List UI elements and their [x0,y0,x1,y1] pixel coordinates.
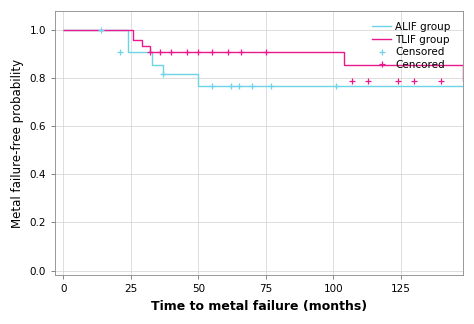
Point [248,83,256,88]
Point [208,49,216,54]
Point [262,49,270,54]
Point [438,78,445,83]
Point [267,83,275,88]
Point [167,49,175,54]
Point [332,83,340,88]
Point [394,78,402,83]
Point [146,49,154,54]
Point [157,49,164,54]
Point [208,83,216,88]
Point [365,78,372,83]
Point [237,49,245,54]
Point [97,28,105,33]
Point [224,49,232,54]
Legend: ALIF group, TLIF group, Censored, Cencored: ALIF group, TLIF group, Censored, Cencor… [369,19,454,73]
X-axis label: Time to metal failure (months): Time to metal failure (months) [151,300,367,313]
Point [410,78,418,83]
Point [184,49,191,54]
Point [235,83,243,88]
Point [348,78,356,83]
Point [116,49,124,54]
Point [194,49,202,54]
Y-axis label: Metal failure-free probability: Metal failure-free probability [11,59,24,228]
Point [227,83,235,88]
Point [159,71,167,76]
